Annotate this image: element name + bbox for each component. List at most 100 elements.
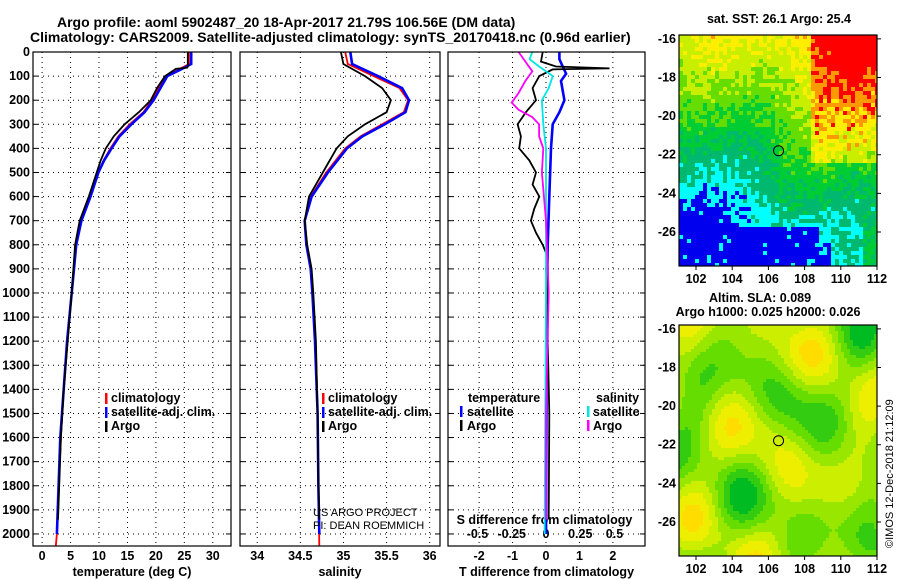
map-cell (711, 123, 716, 128)
map-cell (727, 337, 731, 341)
map-cell (755, 219, 760, 224)
map-cell (819, 175, 824, 180)
map-cell (867, 247, 872, 252)
map-cell (759, 211, 764, 216)
map-cell (685, 370, 689, 374)
map-cell (763, 235, 768, 240)
map-cell (799, 223, 804, 228)
map-cell (832, 385, 836, 389)
map-cell (832, 379, 836, 383)
map-cell (779, 123, 784, 128)
map-cell (687, 55, 692, 60)
map-cell (871, 131, 876, 136)
map-cell (763, 99, 768, 104)
map-cell (763, 135, 768, 140)
map-cell (863, 251, 868, 256)
map-cell (763, 155, 768, 160)
map-cell (691, 175, 696, 180)
map-cell (703, 83, 708, 88)
map-cell (862, 391, 866, 395)
map-cell (771, 55, 776, 60)
map-cell (807, 179, 812, 184)
map-cell (819, 119, 824, 124)
map-cell (811, 87, 816, 92)
map-cell (783, 131, 788, 136)
map-cell (853, 355, 857, 359)
map-cell (807, 223, 812, 228)
map-cell (719, 59, 724, 64)
map-cell (694, 367, 698, 371)
map-cell (808, 394, 812, 398)
map-cell (799, 325, 803, 329)
map-cell (847, 47, 852, 52)
map-cell (850, 349, 854, 353)
map-cell (682, 376, 686, 380)
map-cell (843, 215, 848, 220)
map-cell (719, 231, 724, 236)
map-cell (859, 211, 864, 216)
map-cell (784, 346, 788, 350)
map-cell (779, 111, 784, 116)
map-cell (811, 352, 815, 356)
map-cell (759, 115, 764, 120)
map-cell (827, 131, 832, 136)
x-tick-label: -2 (474, 549, 485, 563)
map-cell (706, 355, 710, 359)
map-cell (694, 388, 698, 392)
map-cell (817, 376, 821, 380)
y-tick-label: 900 (9, 262, 30, 276)
map-cell (700, 328, 704, 332)
map-cell (709, 367, 713, 371)
map-cell (727, 391, 731, 395)
map-cell (803, 143, 808, 148)
map-cell (835, 397, 839, 401)
map-cell (711, 235, 716, 240)
map-cell (757, 334, 761, 338)
map-cell (799, 123, 804, 128)
map-cell (783, 43, 788, 48)
map-cell (685, 379, 689, 383)
map-cell (859, 171, 864, 176)
map-cell (755, 215, 760, 220)
map-cell (829, 328, 833, 332)
map-cell (715, 331, 719, 335)
map-cell (850, 325, 854, 329)
map-cell (742, 397, 746, 401)
map-cell (835, 199, 840, 204)
map-cell (835, 263, 840, 267)
map-cell (683, 87, 688, 92)
map-cell (831, 95, 836, 100)
map-cell (683, 211, 688, 216)
map-cell (739, 131, 744, 136)
map-cell (691, 361, 695, 365)
map-cell (863, 99, 868, 104)
map-cell (835, 203, 840, 208)
map-cell (796, 325, 800, 329)
x-tick-label: 30 (206, 549, 220, 563)
map-cell (851, 131, 856, 136)
map-cell (783, 103, 788, 108)
map-cell (863, 171, 868, 176)
map-cell (755, 195, 760, 200)
map-cell (739, 207, 744, 212)
map-cell (793, 355, 797, 359)
map-cell (859, 227, 864, 232)
map-cell (687, 147, 692, 152)
map-cell (835, 346, 839, 350)
map-cell (814, 343, 818, 347)
map-cell (793, 331, 797, 335)
map-cell (751, 139, 756, 144)
map-cell (823, 203, 828, 208)
map-cell (795, 211, 800, 216)
map-cell (685, 325, 689, 329)
map-cell (863, 47, 868, 52)
map-cell (863, 195, 868, 200)
map-cell (783, 119, 788, 124)
map-cell (807, 231, 812, 236)
lat-tick-label: -16 (658, 32, 676, 46)
map-cell (862, 343, 866, 347)
map-cell (871, 63, 876, 68)
map-cell (683, 227, 688, 232)
map-cell (832, 370, 836, 374)
map-cell (838, 376, 842, 380)
